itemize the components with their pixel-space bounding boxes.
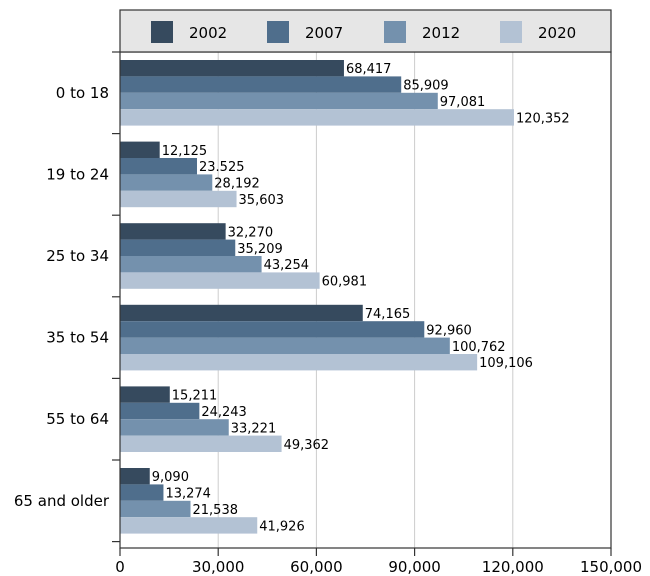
- bar-2002-3: [120, 304, 363, 322]
- bar-2012-0: [120, 92, 438, 110]
- bar-2020-4: [120, 435, 282, 452]
- x-tick-label: 60,000: [290, 558, 343, 576]
- data-label: 49,362: [284, 438, 330, 453]
- axes: 0 to 18 19 to 24 25 to 34 35 to 54 55 to 64 6…: [14, 51, 642, 576]
- legend-label: 2020: [538, 24, 576, 42]
- data-label: 23.525: [199, 160, 245, 175]
- data-label: 12,125: [162, 144, 208, 159]
- category-label: 55 to 64: [46, 410, 109, 428]
- legend-swatch: [500, 21, 522, 43]
- category-label: 25 to 34: [46, 247, 109, 265]
- data-label: 92,960: [426, 323, 472, 338]
- bar-2007-3: [120, 321, 425, 338]
- data-label: 35,603: [239, 193, 284, 208]
- legend: 2002 2007 2012 2020: [119, 9, 612, 53]
- legend-label: 2002: [189, 24, 227, 42]
- bar-2020-3: [120, 354, 478, 371]
- x-tick-label: 30,000: [192, 558, 245, 576]
- data-label: 109,106: [479, 356, 533, 371]
- legend-box: [119, 9, 612, 53]
- bar-2020-2: [120, 272, 320, 289]
- data-label: 33,221: [231, 421, 277, 436]
- bar-2002-4: [120, 386, 170, 403]
- bar-2012-3: [120, 337, 450, 354]
- data-label: 9,090: [152, 470, 189, 485]
- data-label: 74,165: [365, 307, 411, 322]
- category-label: 65 and older: [14, 492, 110, 510]
- data-label: 32,270: [228, 225, 274, 240]
- bar-2012-5: [120, 500, 191, 518]
- data-label: 120,352: [516, 111, 570, 126]
- bar-2007-2: [120, 239, 236, 256]
- category-label: 35 to 54: [46, 329, 109, 347]
- bar-2002-1: [120, 141, 160, 158]
- bars: [120, 60, 514, 534]
- legend-swatch: [151, 21, 173, 43]
- legend-swatch: [384, 21, 406, 43]
- data-label: 85,909: [403, 79, 449, 94]
- data-label: 28,192: [214, 177, 259, 192]
- legend-label: 2007: [305, 24, 343, 42]
- data-label: 60,981: [322, 275, 368, 290]
- bar-2012-1: [120, 174, 213, 191]
- bar-2012-4: [120, 419, 229, 436]
- x-tick-label: 150,000: [580, 558, 642, 576]
- x-tick-label: 90,000: [388, 558, 441, 576]
- data-label: 68,417: [346, 62, 392, 77]
- bar-2020-0: [120, 109, 514, 126]
- bar-2007-5: [120, 484, 164, 501]
- data-label: 41,926: [259, 519, 305, 534]
- x-tick-label: 120,000: [482, 558, 544, 576]
- data-label: 13,274: [165, 487, 211, 502]
- bar-2007-4: [120, 402, 200, 420]
- category-label: 0 to 18: [56, 84, 109, 102]
- data-label: 100,762: [452, 340, 506, 355]
- data-label: 21,538: [193, 503, 239, 518]
- data-label: 97,081: [440, 95, 486, 110]
- bar-2002-0: [120, 60, 344, 77]
- category-label: 19 to 24: [46, 165, 109, 183]
- data-label: 24,243: [201, 405, 247, 420]
- bar-2012-2: [120, 256, 262, 273]
- data-label: 43,254: [264, 258, 310, 273]
- bar-2020-1: [120, 190, 237, 208]
- bar-2007-0: [120, 76, 402, 93]
- data-label: 15,211: [172, 389, 218, 404]
- legend-label: 2012: [422, 24, 460, 42]
- bar-2002-5: [120, 468, 150, 485]
- legend-swatch: [267, 21, 289, 43]
- bar-2002-2: [120, 223, 226, 240]
- bar-2020-5: [120, 517, 258, 534]
- gridlines: [217, 52, 514, 548]
- bar-2007-1: [120, 158, 198, 175]
- data-label: 35,209: [237, 242, 283, 257]
- x-tick-label: 0: [115, 558, 125, 576]
